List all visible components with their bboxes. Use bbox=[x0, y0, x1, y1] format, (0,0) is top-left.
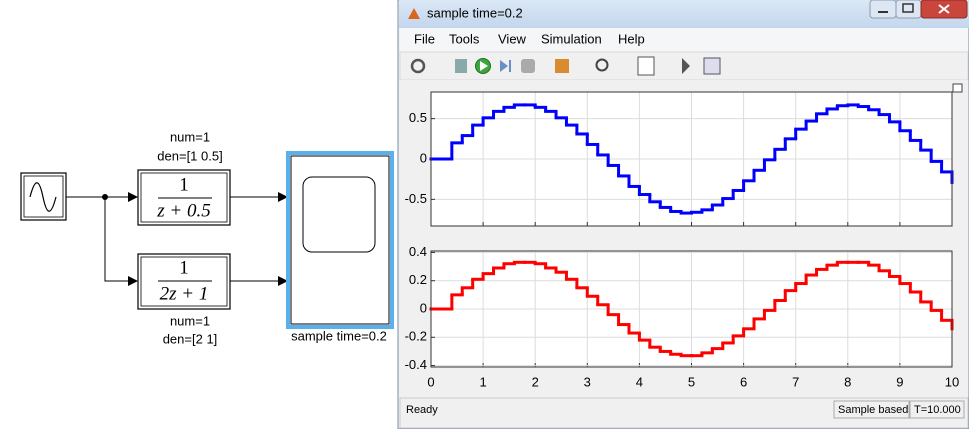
run-icon bbox=[480, 61, 488, 71]
denominator: z + 0.5 bbox=[156, 200, 210, 221]
axes-frame bbox=[430, 250, 953, 368]
y-tick-label: 0.5 bbox=[409, 110, 427, 125]
settings-button[interactable] bbox=[410, 58, 426, 74]
scope-label: sample time=0.2 bbox=[291, 328, 387, 343]
highlight-button[interactable] bbox=[555, 59, 569, 73]
y-tick-label: 0 bbox=[420, 150, 427, 165]
x-tick-label: 5 bbox=[688, 374, 695, 389]
stop-button[interactable] bbox=[521, 59, 535, 73]
x-tick-label: 9 bbox=[896, 374, 903, 389]
style-button[interactable] bbox=[703, 57, 721, 75]
y-tick-label: -0.4 bbox=[405, 357, 427, 372]
x-tick-label: 1 bbox=[479, 374, 486, 389]
numerator: 1 bbox=[179, 174, 189, 195]
axes-frame bbox=[430, 91, 953, 227]
status-mode: Sample based bbox=[838, 404, 908, 416]
window-title: sample time=0.2 bbox=[427, 5, 523, 20]
y-tick-label: -0.2 bbox=[405, 329, 427, 344]
block-inner bbox=[140, 256, 228, 307]
menu-item[interactable]: View bbox=[498, 31, 527, 46]
x-tick-label: 4 bbox=[636, 374, 643, 389]
scope-window: sample time=0.2 File Tools View Simulati… bbox=[397, 0, 969, 430]
scope-icon bbox=[302, 176, 376, 253]
minimize-button[interactable] bbox=[869, 0, 897, 19]
menu-item[interactable]: Simulation bbox=[541, 31, 602, 46]
numerator: 1 bbox=[179, 257, 189, 278]
menu-item[interactable]: Tools bbox=[449, 31, 480, 46]
step-back-button[interactable] bbox=[455, 59, 467, 73]
menu-bar bbox=[400, 28, 968, 52]
menu-item[interactable]: Help bbox=[618, 31, 645, 46]
denominator: 2z + 1 bbox=[160, 283, 209, 304]
sine-icon bbox=[29, 182, 57, 212]
x-tick-label: 6 bbox=[740, 374, 747, 389]
close-icon bbox=[938, 4, 950, 14]
app-icon bbox=[408, 8, 420, 19]
sine-inner bbox=[23, 175, 64, 218]
diagram: num=1 den=[1 0.5] 1 z + 0.5 1 2z + 1 num… bbox=[20, 129, 394, 346]
x-tick-label: 10 bbox=[945, 374, 959, 389]
y-tick-label: 0.4 bbox=[409, 244, 427, 259]
maximize-button[interactable] bbox=[895, 0, 922, 19]
block-param: den=[2 1] bbox=[163, 331, 218, 346]
menu-item[interactable]: File bbox=[414, 31, 435, 46]
undock-button[interactable] bbox=[952, 83, 963, 93]
status-bar bbox=[399, 397, 969, 429]
scope-inner bbox=[290, 155, 390, 325]
x-tick-label: 2 bbox=[532, 374, 539, 389]
plots: 0.5 0 -0.5 0 1 2 3 4 5 6 7 8 9 10 0.4 0.2 0 -0.2 -0.4 bbox=[405, 91, 959, 389]
y-tick-label: 0.2 bbox=[409, 272, 427, 287]
status-text: Ready bbox=[406, 404, 438, 416]
zoom-button[interactable] bbox=[595, 58, 609, 72]
x-tick-label: 3 bbox=[584, 374, 591, 389]
y-tick-label: -0.5 bbox=[405, 191, 427, 206]
status-time: T=10.000 bbox=[914, 404, 961, 416]
signal-line bbox=[104, 197, 138, 286]
x-tick-label: 0 bbox=[427, 374, 434, 389]
block-param: num=1 bbox=[170, 129, 210, 144]
block-param: den=[1 0.5] bbox=[157, 148, 222, 163]
x-tick-label: 7 bbox=[792, 374, 799, 389]
step-forward-button[interactable] bbox=[500, 60, 511, 72]
status-field bbox=[909, 400, 965, 419]
maximize-icon bbox=[902, 3, 914, 13]
block-inner bbox=[140, 172, 228, 223]
x-tick-label: 8 bbox=[844, 374, 851, 389]
cursor-button[interactable] bbox=[682, 58, 690, 74]
block-param: num=1 bbox=[170, 313, 210, 328]
autoscale-button[interactable] bbox=[637, 56, 655, 76]
status-field bbox=[833, 400, 910, 419]
y-tick-label: 0 bbox=[420, 300, 427, 315]
